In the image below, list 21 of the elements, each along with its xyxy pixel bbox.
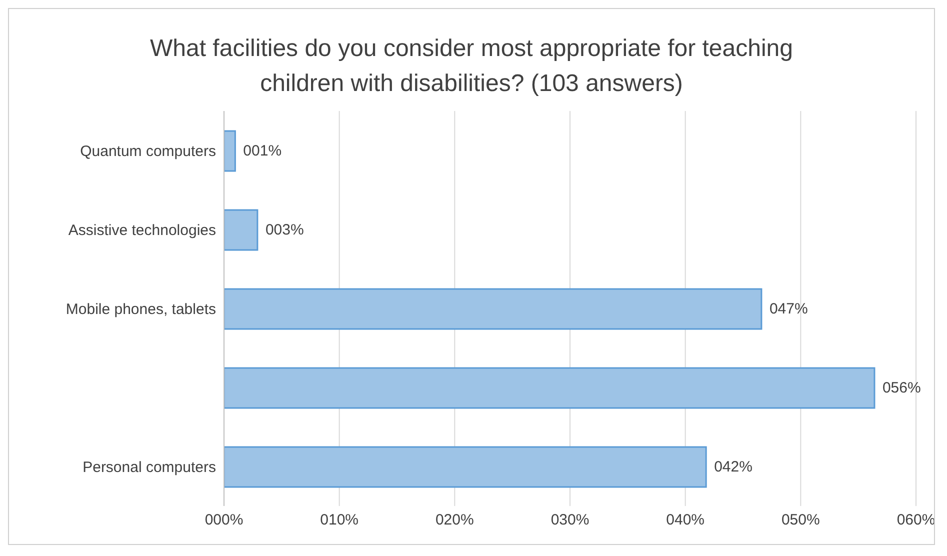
chart-title: What facilities do you consider most appropriate for teaching children with disabilities? (103 answers)	[149, 34, 794, 99]
x-tick-label: 010%	[320, 512, 359, 529]
data-label: 047%	[769, 300, 808, 318]
data-label: 001%	[243, 142, 282, 160]
y-tick-label: Quantum computers	[80, 142, 216, 160]
bar	[224, 130, 236, 172]
x-tick-label: 030%	[550, 512, 590, 529]
y-tick-label: Mobile phones, tablets	[66, 300, 216, 318]
data-label: 056%	[882, 380, 921, 396]
bar	[224, 367, 876, 409]
x-tick-label: 000%	[204, 512, 244, 529]
x-tick-label: 050%	[781, 512, 820, 529]
bar	[224, 209, 258, 251]
bar	[224, 288, 762, 330]
x-tick-label: 040%	[666, 512, 705, 529]
bar	[224, 446, 707, 488]
data-label: 042%	[714, 458, 752, 476]
y-tick-label: Personal computers	[82, 458, 216, 476]
y-tick-label: Assistive technologies	[68, 222, 216, 239]
data-label: 003%	[265, 222, 304, 238]
x-tick-label: 020%	[435, 512, 474, 529]
